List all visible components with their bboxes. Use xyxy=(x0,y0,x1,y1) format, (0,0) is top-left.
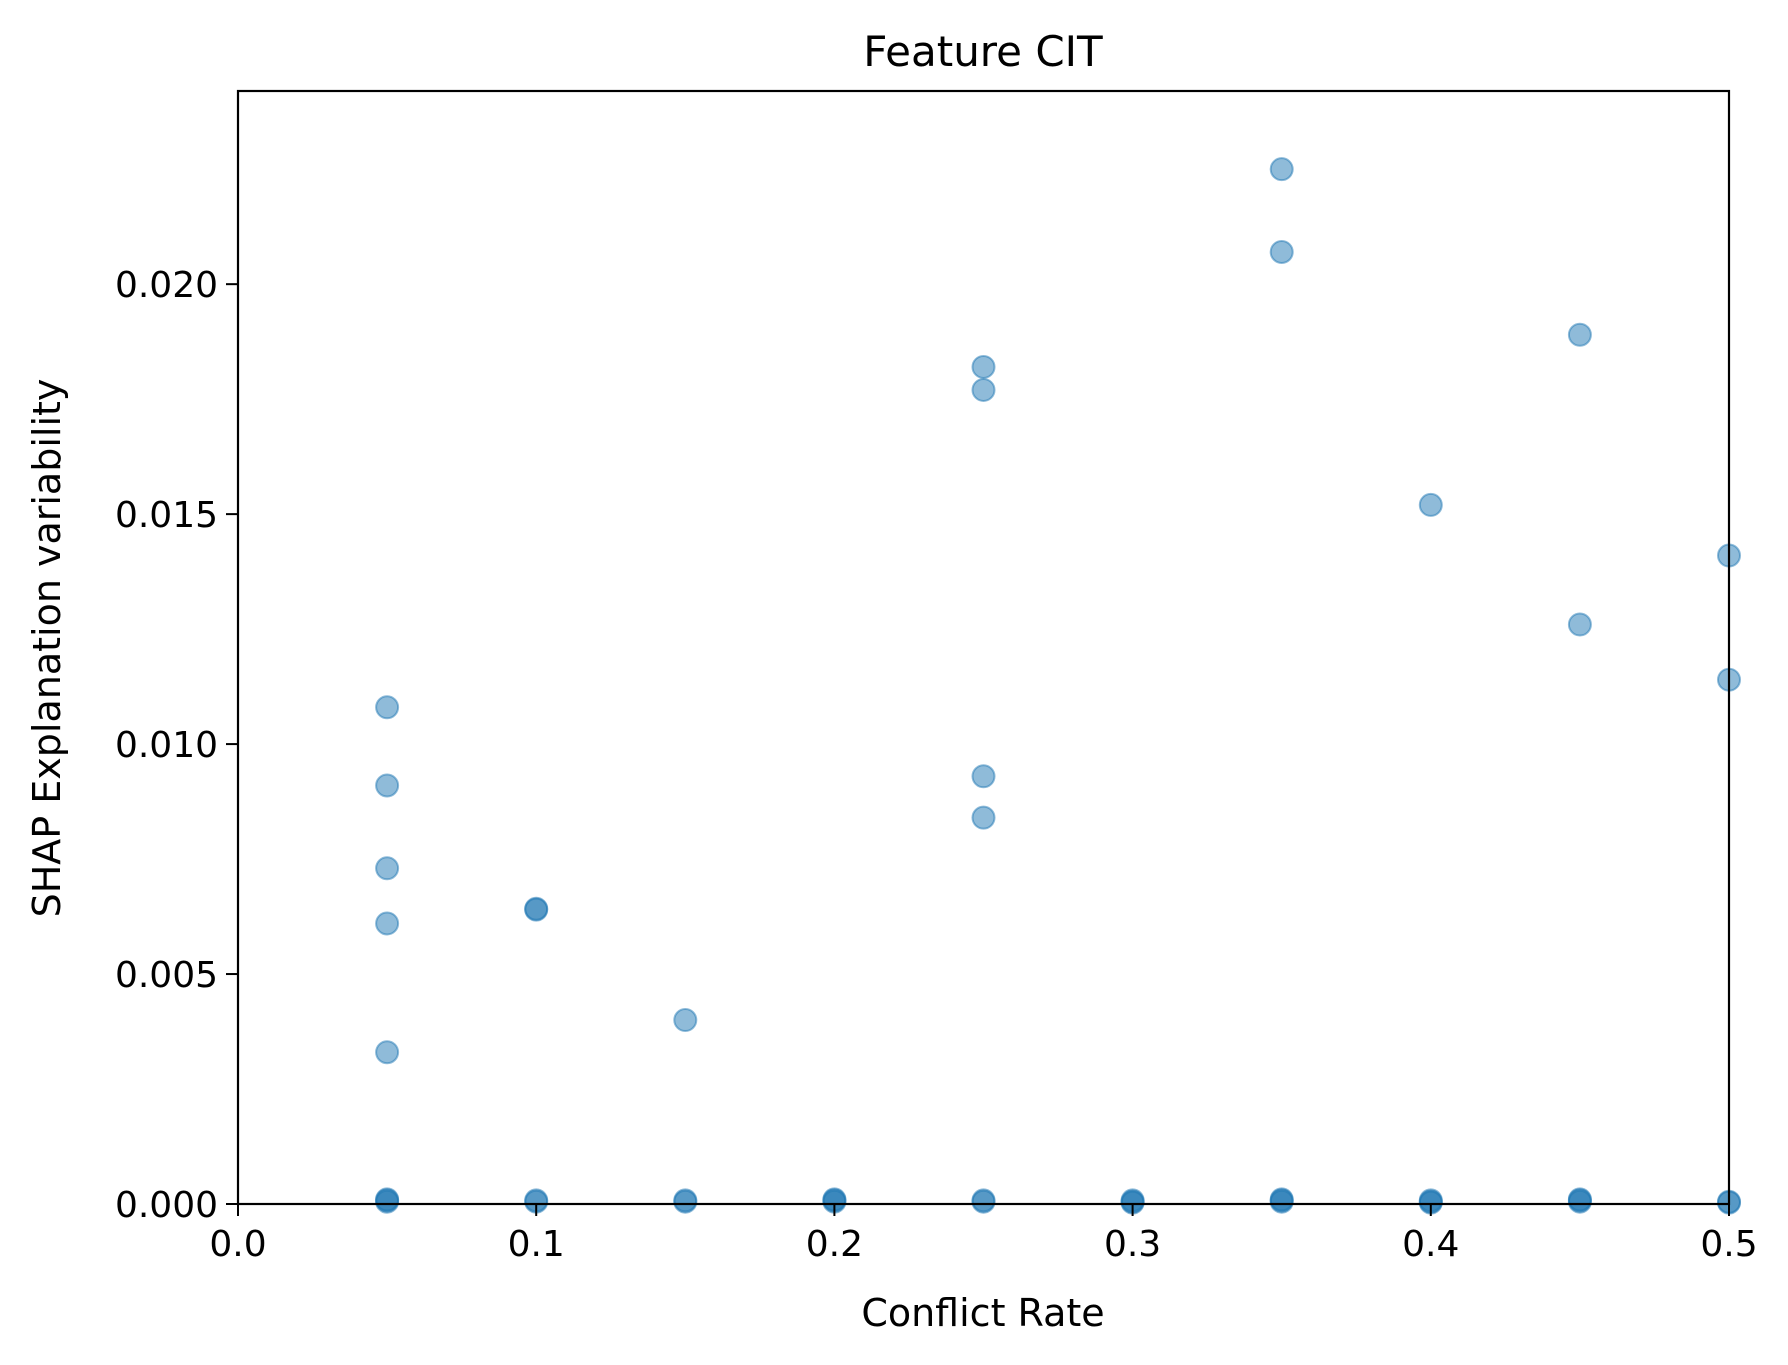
data-point xyxy=(673,1188,698,1213)
x-tick-label: 0.5 xyxy=(1700,1224,1757,1265)
points-layer xyxy=(375,157,1741,1215)
data-point xyxy=(375,773,400,798)
data-point xyxy=(1269,239,1294,264)
y-axis-ticks: 0.000 0.005 0.010 0.015 0.020 xyxy=(115,265,238,1226)
data-point xyxy=(1567,1188,1592,1213)
y-tick-label: 0.010 xyxy=(115,725,218,766)
data-point xyxy=(1567,322,1592,347)
data-point xyxy=(524,896,549,921)
data-point xyxy=(375,856,400,881)
x-axis-label: Conflict Rate xyxy=(861,1291,1104,1335)
y-axis-label: SHAP Explanation variability xyxy=(25,379,69,918)
data-point xyxy=(1567,612,1592,637)
data-point xyxy=(375,911,400,936)
data-point xyxy=(1269,1187,1294,1212)
data-point xyxy=(375,695,400,720)
data-point xyxy=(375,1040,400,1065)
data-point xyxy=(971,1188,996,1213)
data-point xyxy=(971,805,996,830)
data-point xyxy=(971,377,996,402)
x-axis-ticks: 0.0 0.1 0.2 0.3 0.4 0.5 xyxy=(209,1204,1758,1265)
y-tick-label: 0.005 xyxy=(115,955,218,996)
x-tick-label: 0.3 xyxy=(1104,1224,1161,1265)
y-tick-label: 0.020 xyxy=(115,265,218,306)
data-point xyxy=(375,1188,400,1213)
x-tick-label: 0.2 xyxy=(806,1224,863,1265)
data-point xyxy=(971,354,996,379)
data-point xyxy=(971,764,996,789)
y-tick-label: 0.000 xyxy=(115,1185,218,1226)
data-point xyxy=(1418,492,1443,517)
chart-title: Feature CIT xyxy=(863,27,1103,76)
y-tick-label: 0.015 xyxy=(115,495,218,536)
x-tick-label: 0.0 xyxy=(209,1224,266,1265)
data-point xyxy=(673,1008,698,1033)
x-tick-label: 0.1 xyxy=(508,1224,565,1265)
data-point xyxy=(1269,157,1294,182)
plot-area-frame xyxy=(236,89,1731,1206)
x-tick-label: 0.4 xyxy=(1402,1224,1459,1265)
